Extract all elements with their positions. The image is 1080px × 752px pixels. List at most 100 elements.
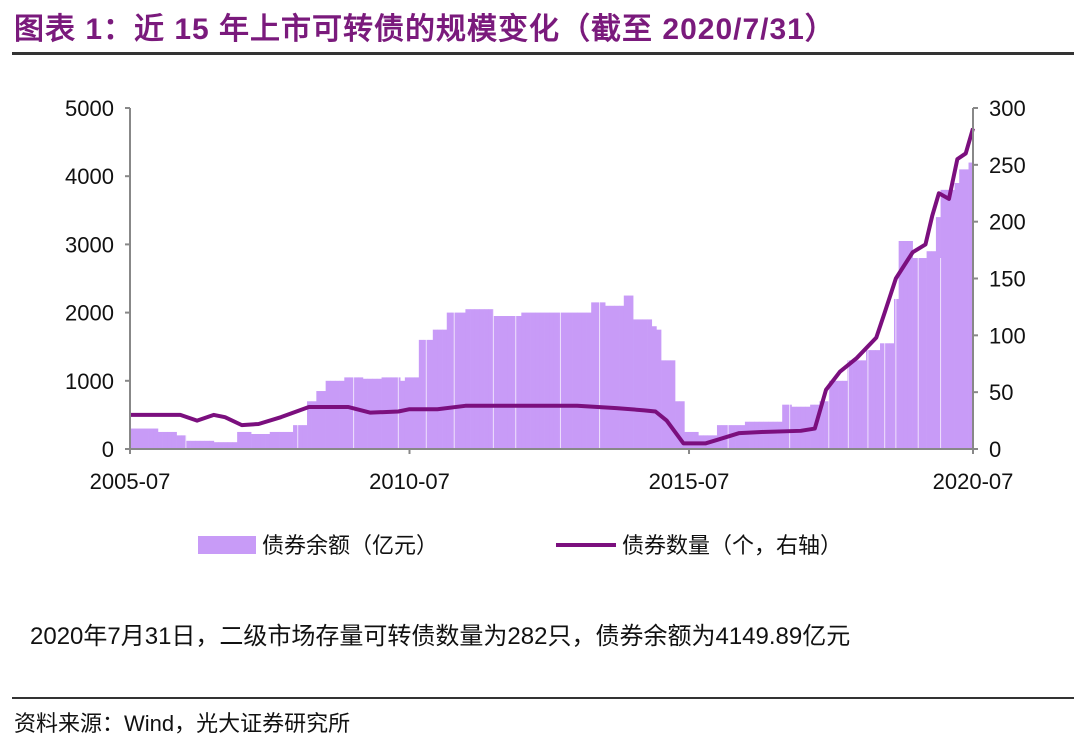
- amount-bar: [446, 312, 452, 449]
- amount-bar: [661, 360, 667, 449]
- amount-bar: [544, 312, 550, 449]
- amount-bar: [339, 380, 345, 449]
- amount-bar: [637, 319, 643, 449]
- amount-bar: [959, 169, 965, 449]
- chart: 0 1000 2000 3000 4000 5000 0 50 100 150 200 250 300 2…: [65, 96, 1026, 558]
- amount-bar: [847, 360, 853, 449]
- amount-bar: [614, 305, 620, 449]
- amount-bar: [511, 316, 517, 449]
- amount-bar: [157, 431, 163, 449]
- amount-bar: [549, 312, 555, 449]
- amount-bar: [563, 312, 569, 449]
- amount-bar: [605, 305, 611, 449]
- left-tick-label: 4000: [65, 164, 114, 189]
- amount-bar: [949, 189, 955, 449]
- amount-bar: [148, 428, 154, 449]
- amount-bar: [875, 350, 881, 449]
- amount-bar: [642, 319, 648, 449]
- title-divider: [12, 52, 1074, 55]
- amount-bar: [181, 435, 187, 449]
- amount-bar: [316, 391, 322, 449]
- right-tick-label: 50: [989, 380, 1013, 405]
- amount-bar: [293, 425, 299, 449]
- amount-bar: [754, 421, 760, 449]
- x-tick-label: 2020-07: [933, 469, 1014, 494]
- right-tick-label: 150: [989, 267, 1026, 292]
- amount-bar: [265, 433, 271, 449]
- amount-bar: [279, 431, 285, 449]
- amount-bar: [237, 431, 243, 449]
- amount-bar: [525, 312, 531, 449]
- amount-bar: [758, 421, 764, 449]
- amount-bar: [921, 258, 927, 449]
- amount-bar: [810, 404, 816, 449]
- amount-bar: [670, 360, 676, 449]
- amount-bar: [498, 316, 503, 449]
- amount-bar: [917, 258, 923, 449]
- left-tick-label: 5000: [65, 96, 114, 121]
- amount-bar: [647, 319, 653, 449]
- amount-bar: [204, 440, 210, 449]
- amount-bar: [777, 421, 783, 449]
- amount-bar: [828, 380, 834, 449]
- right-tick-label: 100: [989, 323, 1026, 348]
- left-tick-label: 1000: [65, 369, 114, 394]
- amount-bar: [558, 312, 564, 449]
- amount-bar: [763, 421, 769, 449]
- amount-bar: [838, 380, 844, 449]
- amount-bar: [302, 425, 308, 449]
- amount-bar: [143, 428, 149, 449]
- amount-bar: [567, 312, 573, 449]
- amount-bar: [521, 312, 527, 449]
- chart-title: 图表 1：近 15 年上市可转债的规模变化（截至 2020/7/31）: [14, 13, 836, 46]
- amount-bar: [227, 442, 233, 449]
- amount-bar: [190, 440, 196, 449]
- amount-bar: [246, 431, 252, 449]
- amount-bar: [171, 431, 177, 449]
- x-tick-label: 2015-07: [649, 469, 730, 494]
- amount-bar: [241, 431, 247, 449]
- amount-bar: [935, 217, 941, 449]
- amount-bar: [591, 302, 597, 449]
- amount-bar: [162, 431, 168, 449]
- amount-bar: [633, 319, 639, 449]
- amount-bar: [223, 442, 229, 449]
- amount-bar: [209, 440, 215, 449]
- legend-label-count: 债券数量（个，右轴）: [622, 533, 842, 558]
- amount-bar: [852, 360, 858, 449]
- amount-bar: [362, 378, 368, 449]
- amount-bar: [856, 360, 862, 449]
- amount-bar: [167, 431, 173, 449]
- amount-bar: [693, 431, 699, 449]
- amount-bar: [484, 309, 490, 449]
- amount-bar: [782, 404, 788, 449]
- amount-bar: [931, 251, 937, 449]
- source-text: 资料来源：Wind，光大证券研究所: [14, 711, 351, 736]
- amount-bar: [791, 406, 797, 449]
- amount-bar: [232, 442, 238, 449]
- amount-bar: [274, 431, 280, 449]
- amount-bar: [400, 380, 406, 449]
- amount-bar: [493, 316, 499, 449]
- amount-bar: [134, 428, 140, 449]
- amount-bar: [353, 377, 359, 449]
- amount-bar: [730, 425, 736, 449]
- x-tick-label: 2010-07: [369, 469, 450, 494]
- amount-bar: [800, 406, 806, 449]
- amount-bar: [600, 302, 606, 449]
- amount-bar: [474, 309, 480, 449]
- amount-bar: [572, 312, 578, 449]
- amount-bar: [460, 312, 466, 449]
- amount-bar: [283, 431, 289, 449]
- amount-bar: [139, 428, 145, 449]
- amount-bar: [684, 431, 690, 449]
- right-tick-label: 250: [989, 153, 1026, 178]
- amount-bar: [689, 431, 694, 449]
- count-line: [130, 127, 975, 446]
- amount-bar: [884, 343, 890, 449]
- amount-bar: [907, 240, 913, 449]
- amount-bar: [968, 162, 974, 449]
- amount-bar: [796, 406, 802, 449]
- amount-bar: [656, 329, 662, 449]
- amount-bar: [432, 329, 438, 449]
